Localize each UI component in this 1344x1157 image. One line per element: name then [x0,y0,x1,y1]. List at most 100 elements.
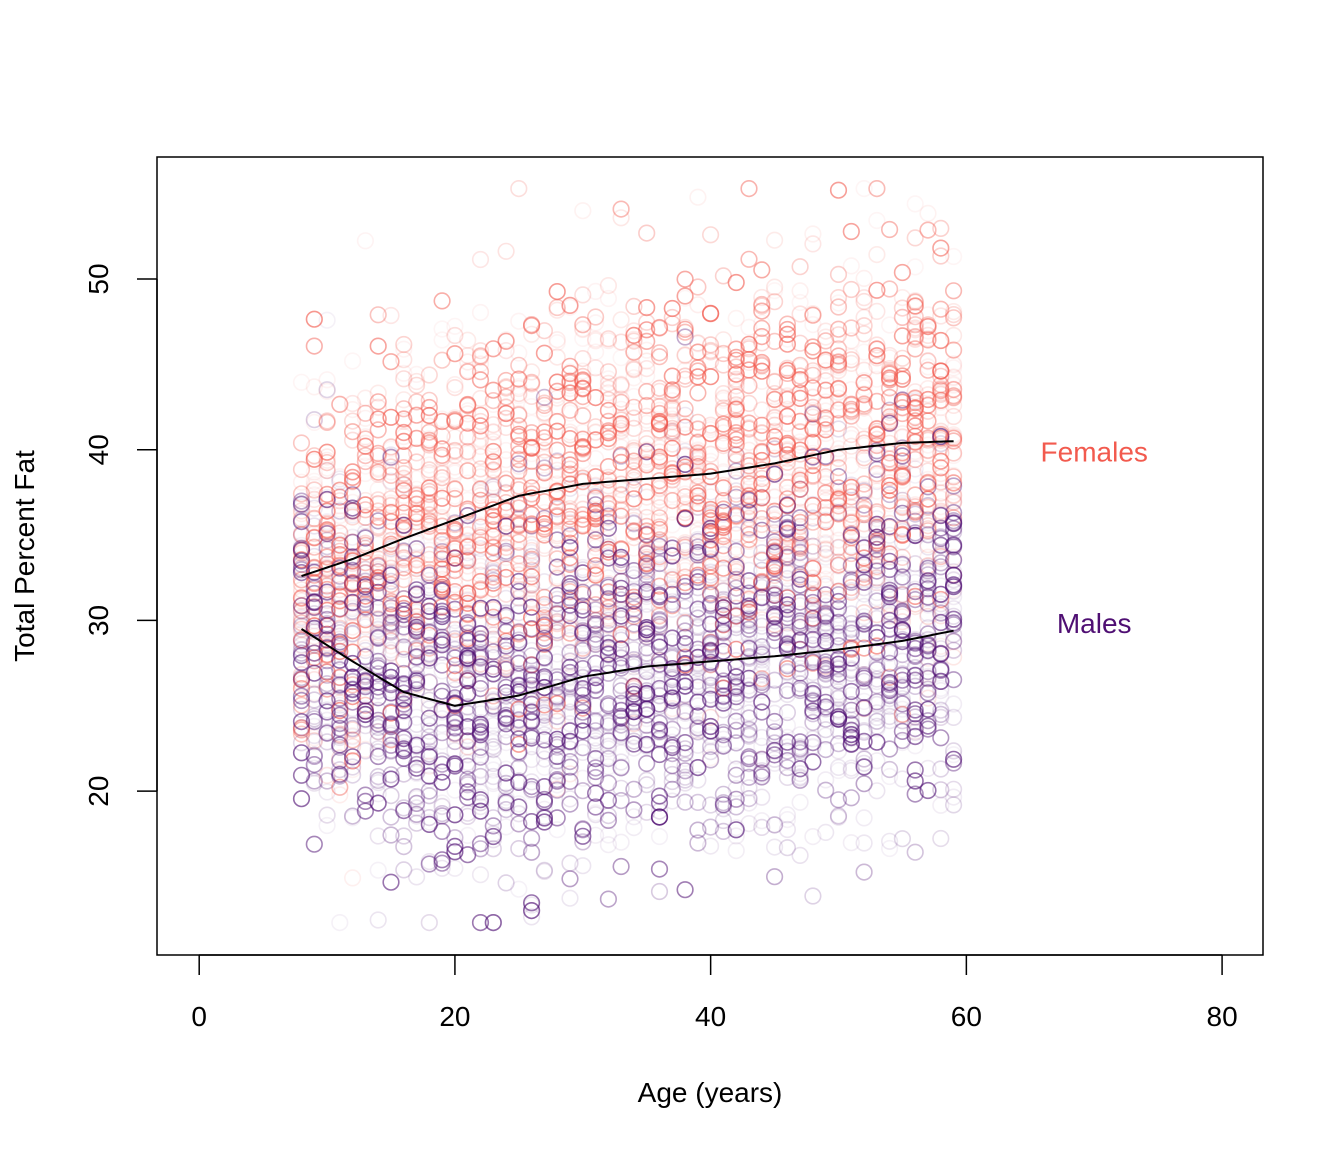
data-point [599,500,618,518]
data-point [650,633,669,652]
data-point [535,634,554,652]
data-point [420,623,438,642]
data-point [331,608,349,626]
data-point [420,813,438,831]
data-point [433,797,451,816]
data-point [535,616,554,634]
data-point [855,698,873,717]
data-point [638,803,656,821]
data-point [676,568,694,586]
data-point [369,794,387,812]
data-point [919,605,937,623]
data-point [714,822,733,841]
data-point [842,571,860,589]
data-point [791,675,809,693]
data-point [791,531,809,549]
data-point [893,299,912,317]
data-point [586,538,605,557]
data-point [369,626,387,645]
data-point [408,504,426,523]
data-point [791,576,809,594]
x-tick-label: 0 [191,1001,207,1032]
data-point [395,740,413,758]
data-point [395,695,413,713]
data-point [522,727,541,745]
data-point [471,761,490,779]
data-point [548,762,566,780]
data-point [753,766,771,784]
data-point [625,818,643,837]
data-point [817,727,835,745]
data-point [459,846,477,864]
data-point [753,425,771,443]
data-point [497,637,515,655]
data-point [638,538,656,556]
data-point [586,330,605,348]
data-point [906,329,924,347]
data-point [829,624,848,643]
data-point [433,570,451,588]
data-point [650,448,669,466]
data-point [638,574,656,592]
data-point [650,802,669,820]
data-point [574,329,592,348]
data-point [471,417,490,435]
data-point [292,581,311,599]
data-point [331,470,349,488]
data-point [932,672,950,691]
data-point [944,607,963,625]
data-point [625,465,643,483]
data-point [510,622,528,641]
data-point [676,658,694,677]
data-point [369,583,387,601]
data-point [446,443,464,461]
data-point [753,521,771,539]
data-point [689,659,707,678]
data-point [574,286,592,304]
data-point [778,592,797,611]
data-point [356,598,375,616]
data-point [497,632,515,650]
data-point [318,525,336,543]
data-point [689,618,707,637]
data-point [612,501,630,520]
data-point [765,685,784,703]
data-point [459,414,477,432]
data-point [408,616,426,634]
data-point [535,600,554,618]
data-point [893,429,912,447]
data-point [497,544,515,563]
data-point [586,522,605,540]
data-point [880,654,899,673]
data-point [459,614,477,632]
data-point [855,569,873,587]
data-point [356,572,375,591]
data-point [842,482,860,501]
data-point [344,602,362,621]
data-point [663,736,681,754]
data-point [612,411,630,429]
data-point [638,299,656,317]
data-point [522,584,541,602]
data-point [535,703,554,721]
data-point [356,701,375,719]
data-point [906,639,924,658]
data-point [612,607,630,625]
data-point [893,349,912,367]
data-point [868,571,886,589]
data-point [817,665,835,683]
data-point [944,512,963,530]
data-point [753,416,771,434]
data-point [408,365,426,384]
data-point [331,502,349,520]
data-point [548,558,566,576]
data-point [408,597,426,616]
data-point [753,750,771,768]
data-point [919,396,937,414]
data-point [433,804,451,823]
data-point [829,683,848,701]
data-point [753,295,771,314]
data-point [893,367,912,385]
data-point [676,320,694,338]
data-point [471,599,490,617]
